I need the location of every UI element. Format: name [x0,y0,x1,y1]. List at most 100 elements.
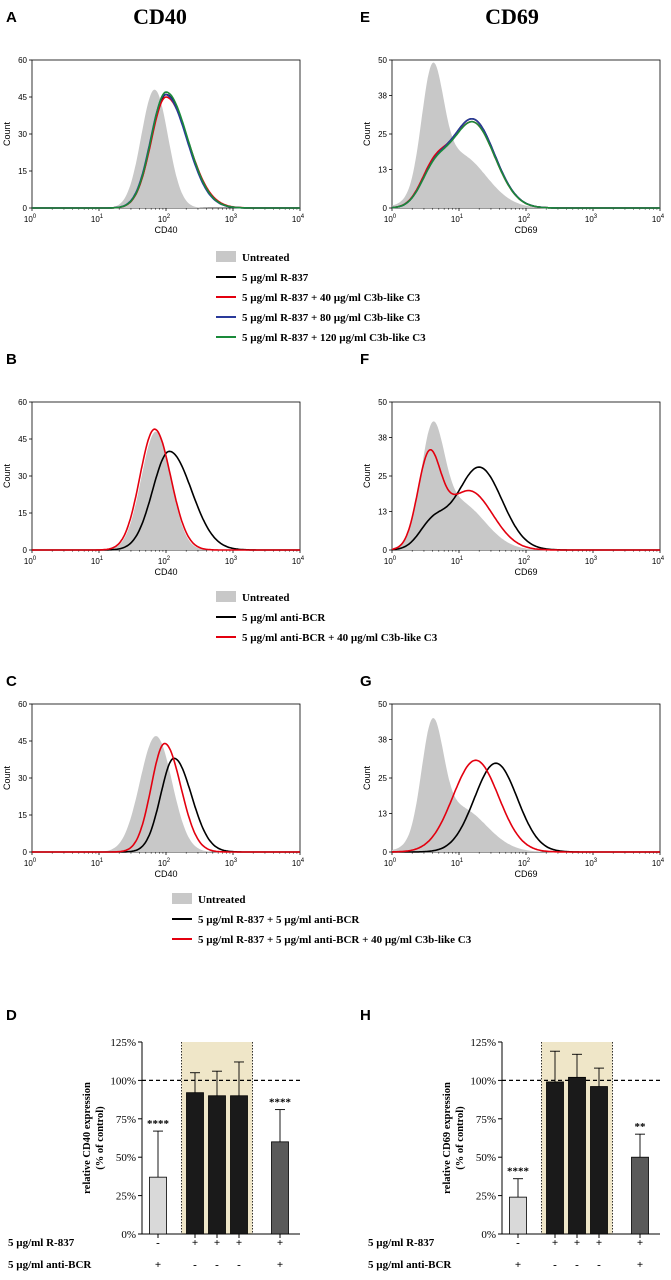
x-tick-label: 102 [158,214,171,224]
y-axis-label: (% of control) [95,1106,106,1170]
bar-4 [271,1141,289,1235]
histogram-panel-c: 0 15 30 45 60 100 101 102 103 104 CD40 Count [2,700,305,879]
x-tick-label: 102 [158,858,171,868]
series-line-2 [392,759,660,853]
legend-entry: 5 µg/ml R-837 + 5 µg/ml anti-BCR [198,914,360,926]
x-tick-label: 104 [652,214,665,224]
y-axis-label: Count [2,766,12,791]
x-axis-label: CD40 [154,225,177,235]
y-tick-label: 0 [23,546,28,555]
y-tick-label: 25 [378,472,387,481]
y-tick-label: 0% [121,1229,136,1241]
bar-3 [230,1095,248,1235]
panel-letter-f: F [360,351,369,368]
condition-cell: - [237,1259,241,1271]
x-axis-label: CD40 [154,567,177,577]
y-tick-label: 75% [476,1114,496,1126]
x-tick-label: 102 [158,556,171,566]
x-tick-label: 102 [518,858,531,868]
column-title-cd69: CD69 [485,4,539,29]
y-tick-label: 25% [116,1191,136,1203]
series-untreated-area [392,62,660,208]
y-tick-label: 13 [378,810,387,819]
panel-letter-c: C [6,673,17,690]
legend-entry: 5 µg/ml R-837 + 80 µg/ml C3b-like C3 [242,312,421,324]
x-tick-label: 104 [652,858,665,868]
y-tick-label: 50% [476,1152,496,1164]
y-tick-label: 0 [383,546,388,555]
significance-label-0: **** [507,1166,530,1178]
y-tick-label: 50 [378,56,387,65]
condition-cell: - [575,1259,579,1271]
x-tick-label: 104 [652,556,665,566]
y-tick-label: 50 [378,700,387,709]
legend-swatch-untreated [216,591,236,602]
histogram-panel-b: 0 15 30 45 60 100 101 102 103 104 CD40 Count [2,398,305,577]
bar-3 [590,1086,608,1235]
condition-cell: + [552,1237,558,1249]
histogram-panel-a: 0 15 30 45 60 100 101 102 103 104 CD40 Count [2,56,305,235]
y-tick-label: 13 [378,508,387,517]
x-tick-label: 100 [24,556,37,566]
y-axis-label: Count [362,766,372,791]
y-axis-label: Count [362,122,372,147]
bar-panel-h: 0% 25% 50% 75% 100% 125% relative CD69 express… [368,1037,660,1271]
bar-panel-d: 0% 25% 50% 75% 100% 125% relative CD40 express… [8,1037,300,1271]
legend-entry: 5 µg/ml R-837 + 40 µg/ml C3b-like C3 [242,292,421,304]
legend-row2: Untreated 5 µg/ml anti-BCR 5 µg/ml anti-BC… [216,591,438,644]
x-tick-label: 103 [585,858,598,868]
x-tick-label: 103 [225,858,238,868]
legend-entry: 5 µg/ml anti-BCR + 40 µg/ml C3b-like C3 [242,632,438,644]
condition-cell: + [637,1259,643,1271]
condition-cell: - [597,1259,601,1271]
y-tick-label: 0 [23,204,28,213]
series-untreated-area [32,736,300,852]
condition-row-label: 5 µg/ml anti-BCR [8,1259,92,1271]
y-tick-label: 50% [116,1152,136,1164]
condition-cell: + [637,1237,643,1249]
y-tick-label: 25% [476,1191,496,1203]
legend-entry: 5 µg/ml anti-BCR [242,612,326,624]
y-tick-label: 125% [110,1037,136,1049]
significance-label-4: **** [269,1097,292,1109]
x-tick-label: 100 [384,556,397,566]
condition-row-label: 5 µg/ml R-837 [368,1237,435,1249]
y-axis-label: Count [2,464,12,489]
x-tick-label: 103 [225,214,238,224]
y-axis-label: Count [2,122,12,147]
panel-letter-h: H [360,1007,371,1024]
x-tick-label: 100 [24,858,37,868]
column-title-cd40: CD40 [133,4,187,29]
legend-swatch-untreated [216,251,236,262]
series-line-2 [391,449,660,551]
y-tick-label: 60 [18,398,27,407]
legend-entry: 5 µg/ml R-837 + 5 µg/ml anti-BCR + 40 µg… [198,934,472,946]
x-tick-label: 101 [451,556,464,566]
y-tick-label: 100% [110,1075,136,1087]
histogram-panel-f: 0 13 25 38 50 100 101 102 103 104 CD69 Count [362,398,665,577]
legend-row3: Untreated 5 µg/ml R-837 + 5 µg/ml anti-BC… [172,893,472,946]
series-untreated-area [32,89,300,208]
bar-1 [546,1081,564,1235]
x-tick-label: 103 [585,214,598,224]
panel-letter-g: G [360,673,372,690]
x-tick-label: 101 [91,556,104,566]
y-axis-label: relative CD40 expression [82,1082,93,1194]
legend-entry: 5 µg/ml R-837 [242,272,309,284]
significance-label-4: ** [635,1121,647,1133]
condition-row-label: 5 µg/ml anti-BCR [368,1259,452,1271]
legend-swatch-untreated [172,893,192,904]
x-tick-label: 104 [292,858,305,868]
x-tick-label: 102 [518,556,531,566]
condition-cell: - [516,1237,520,1249]
legend-entry: Untreated [198,894,245,906]
y-tick-label: 100% [470,1075,496,1087]
y-tick-label: 75% [116,1114,136,1126]
condition-row-label: 5 µg/ml R-837 [8,1237,75,1249]
condition-cell: - [156,1237,160,1249]
x-tick-label: 101 [451,214,464,224]
y-tick-label: 0 [383,204,388,213]
condition-cell: - [553,1259,557,1271]
y-tick-label: 15 [18,811,27,820]
